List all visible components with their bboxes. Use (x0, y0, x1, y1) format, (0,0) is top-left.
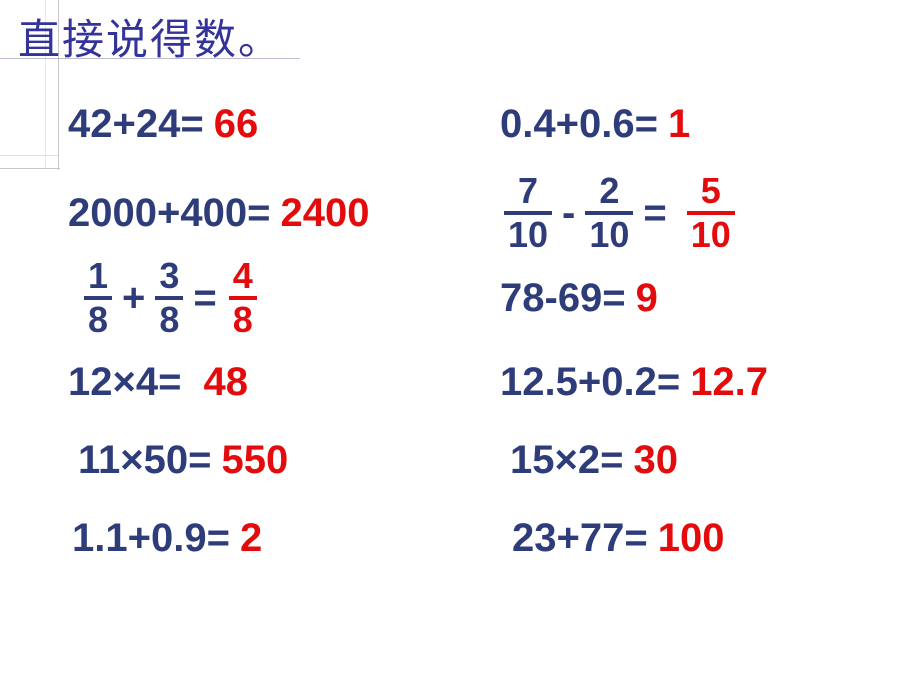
answer: 30 (633, 438, 678, 483)
problem-row: 2000+400= 2400 7 10 - 2 10 = 5 (0, 163, 920, 263)
expression: 23+77= (512, 516, 648, 561)
fraction-answer: 5 10 (683, 173, 739, 253)
expression: 78-69= (500, 276, 626, 321)
equals: = (643, 191, 666, 236)
problem-row: 1.1+0.9= 2 23+77= 100 (0, 499, 920, 577)
title-underline (0, 58, 300, 59)
answer: 2400 (280, 191, 369, 236)
problem-row: 11×50= 550 15×2= 30 (0, 421, 920, 499)
operator: - (562, 191, 575, 236)
fraction: 1 8 (84, 258, 112, 338)
expression: 0.4+0.6= (500, 102, 658, 147)
answer: 2 (240, 516, 262, 561)
expression: 12×4= (68, 360, 181, 405)
expression: 12.5+0.2= (500, 360, 680, 405)
problems-grid: 42+24= 66 0.4+0.6= 1 2000+400= 2400 7 10… (0, 85, 920, 577)
problem-row: 42+24= 66 0.4+0.6= 1 (0, 85, 920, 163)
answer: 1 (668, 102, 690, 147)
fraction: 2 10 (585, 173, 633, 253)
operator: + (122, 276, 145, 321)
expression: 42+24= (68, 102, 204, 147)
answer: 48 (203, 360, 248, 405)
answer: 100 (658, 516, 725, 561)
fraction-answer: 4 8 (225, 258, 261, 338)
expression: 2000+400= (68, 191, 270, 236)
expression: 15×2= (510, 438, 623, 483)
problem-row: 1 8 + 3 8 = 4 8 78- (0, 253, 920, 343)
fraction: 4 8 (229, 258, 257, 338)
equals: = (193, 276, 216, 321)
expression: 11×50= (78, 438, 212, 483)
answer: 550 (222, 438, 289, 483)
fraction: 5 10 (687, 173, 735, 253)
answer: 9 (636, 276, 658, 321)
problem-row: 12×4= 48 12.5+0.2= 12.7 (0, 343, 920, 421)
fraction-expression: 1 8 + 3 8 = (80, 258, 223, 338)
answer: 66 (214, 102, 259, 147)
fraction: 7 10 (504, 173, 552, 253)
answer: 12.7 (690, 360, 768, 405)
fraction: 3 8 (155, 258, 183, 338)
fraction-expression: 7 10 - 2 10 = (500, 173, 673, 253)
expression: 1.1+0.9= (72, 516, 230, 561)
